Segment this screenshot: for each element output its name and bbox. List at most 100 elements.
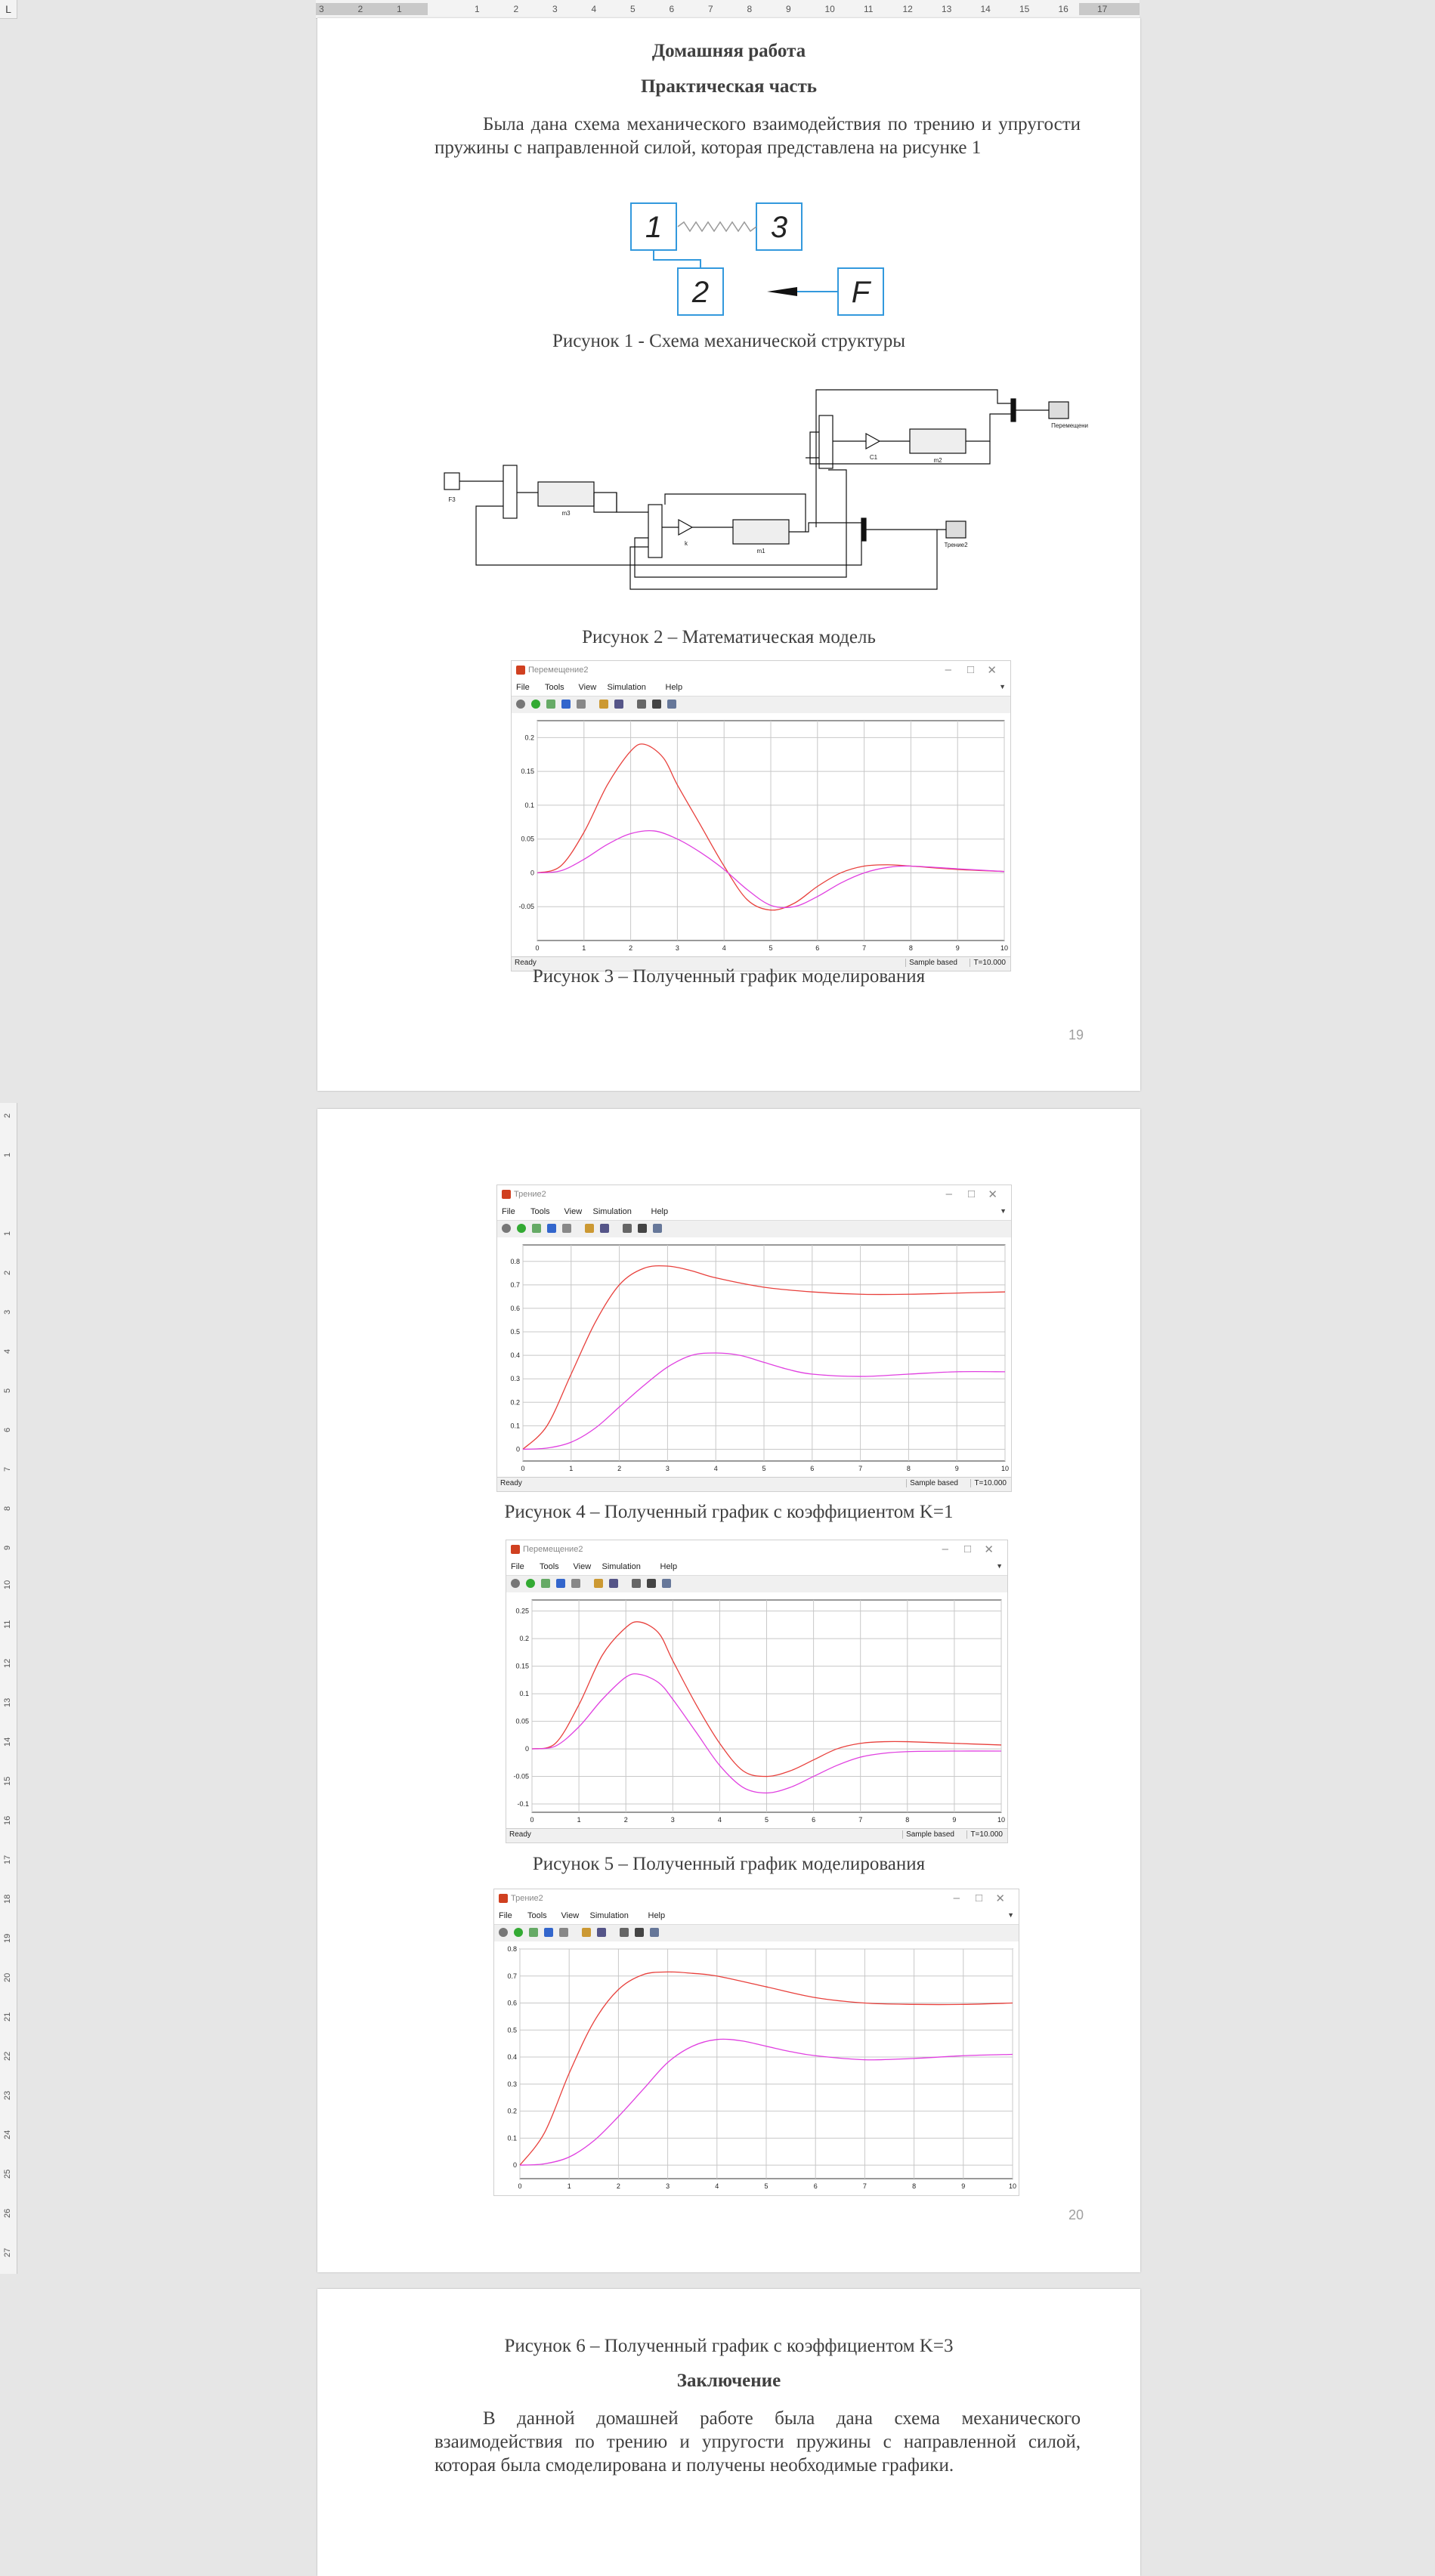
- run-icon[interactable]: [517, 1224, 526, 1233]
- fit-icon[interactable]: [632, 1579, 641, 1588]
- minimize-icon[interactable]: –: [942, 1543, 948, 1555]
- menubar-dropdown-icon[interactable]: ▼: [1000, 1207, 1007, 1215]
- fit-icon[interactable]: [623, 1224, 632, 1233]
- ruler-tick: 24: [3, 2130, 12, 2139]
- step-forward-icon[interactable]: [561, 700, 571, 709]
- highlight-icon[interactable]: [582, 1928, 591, 1937]
- step-back-icon[interactable]: [546, 700, 555, 709]
- cursor-icon[interactable]: [647, 1579, 656, 1588]
- menubar-dropdown-icon[interactable]: ▼: [996, 1562, 1003, 1570]
- menu-file[interactable]: File: [499, 1911, 512, 1920]
- vertical-ruler[interactable]: 2 1 1 2 3 4 5 6 7 8 9 10 11 12 13 14 15 16 17 18 19 20 21 22 23 2…: [0, 1103, 17, 2274]
- close-icon[interactable]: ✕: [984, 1543, 994, 1556]
- scope-toolbar: [497, 1220, 1011, 1238]
- menu-view[interactable]: View: [564, 1207, 583, 1216]
- stop-icon[interactable]: [559, 1928, 568, 1937]
- step-back-icon[interactable]: [529, 1928, 538, 1937]
- scope-plot[interactable]: 0 1 2 3 4 5 6 7 8 9 10 0 0.1 0.2 0.3 0.4 0.5 0.6 0.7 0.8: [497, 1237, 1011, 1478]
- stop-icon[interactable]: [577, 700, 586, 709]
- close-icon[interactable]: ✕: [987, 664, 997, 677]
- stop-icon[interactable]: [571, 1579, 580, 1588]
- highlight-icon[interactable]: [585, 1224, 594, 1233]
- maximize-icon[interactable]: □: [967, 1188, 975, 1200]
- scope-plot[interactable]: 0 1 2 3 4 5 6 7 8 9 10 -0.05 0 0.05 0.1 0.15 0.2: [512, 713, 1010, 957]
- style-icon[interactable]: [650, 1928, 659, 1937]
- fit-icon[interactable]: [637, 700, 646, 709]
- zoom-icon[interactable]: [597, 1928, 606, 1937]
- menu-help[interactable]: Help: [660, 1562, 678, 1571]
- menu-help[interactable]: Help: [665, 683, 683, 692]
- menu-tools[interactable]: Tools: [527, 1911, 547, 1920]
- menu-simulation[interactable]: Simulation: [602, 1562, 641, 1571]
- menu-file[interactable]: File: [502, 1207, 515, 1216]
- style-icon[interactable]: [662, 1579, 671, 1588]
- style-icon[interactable]: [653, 1224, 662, 1233]
- menu-file[interactable]: File: [511, 1562, 524, 1571]
- ruler-tick: 27: [3, 2247, 12, 2257]
- close-icon[interactable]: ✕: [995, 1892, 1005, 1905]
- x-tick-label: 4: [722, 944, 726, 952]
- minimize-icon[interactable]: –: [945, 1188, 952, 1200]
- fit-icon[interactable]: [620, 1928, 629, 1937]
- menu-view[interactable]: View: [578, 683, 597, 692]
- menu-help[interactable]: Help: [651, 1207, 669, 1216]
- menu-view[interactable]: View: [561, 1911, 580, 1920]
- zoom-icon[interactable]: [609, 1579, 618, 1588]
- highlight-icon[interactable]: [599, 700, 608, 709]
- zoom-icon[interactable]: [614, 700, 623, 709]
- menu-simulation[interactable]: Simulation: [589, 1911, 629, 1920]
- menu-file[interactable]: File: [516, 683, 530, 692]
- menubar-dropdown-icon[interactable]: ▼: [999, 683, 1006, 690]
- step-forward-icon[interactable]: [547, 1224, 556, 1233]
- horizontal-ruler[interactable]: 3 2 1 1 2 3 4 5 6 7 8 9 10 11 12 13 14 15 16 17: [316, 0, 1140, 19]
- menubar-dropdown-icon[interactable]: ▼: [1007, 1911, 1014, 1919]
- step-forward-icon[interactable]: [544, 1928, 553, 1937]
- scope-window-2[interactable]: Трение2 – □ ✕ File Tools View Simulation Help ▼ 0 1…: [496, 1185, 1012, 1492]
- cursor-icon[interactable]: [635, 1928, 644, 1937]
- minimize-icon[interactable]: –: [953, 1892, 960, 1904]
- x-tick-label: 2: [629, 944, 632, 952]
- minimize-icon[interactable]: –: [945, 663, 951, 676]
- menu-tools[interactable]: Tools: [545, 683, 564, 692]
- x-tick-label: 1: [577, 1816, 581, 1824]
- maximize-icon[interactable]: □: [966, 663, 974, 676]
- ruler-tick: 11: [3, 1620, 12, 1629]
- x-tick-label: 5: [762, 1465, 765, 1472]
- step-back-icon[interactable]: [532, 1224, 541, 1233]
- cursor-icon[interactable]: [652, 700, 661, 709]
- scope-window-4[interactable]: Трение2 – □ ✕ File Tools View Simulation Help ▼ 0 1…: [493, 1889, 1019, 2196]
- menu-tools[interactable]: Tools: [540, 1562, 559, 1571]
- settings-icon[interactable]: [502, 1224, 511, 1233]
- menu-help[interactable]: Help: [648, 1911, 666, 1920]
- scope-plot[interactable]: 0 1 2 3 4 5 6 7 8 9 10 -0.1 -0.05 0 0.05 0.1 0.15 0.2 0.25: [506, 1592, 1007, 1829]
- maximize-icon[interactable]: □: [963, 1543, 971, 1555]
- cursor-icon[interactable]: [638, 1224, 647, 1233]
- y-tick-label: 0.6: [507, 2000, 517, 2007]
- stop-icon[interactable]: [562, 1224, 571, 1233]
- step-forward-icon[interactable]: [556, 1579, 565, 1588]
- scope-window-1[interactable]: Перемещение2 – □ ✕ File Tools View Simulation He…: [511, 660, 1011, 971]
- highlight-icon[interactable]: [594, 1579, 603, 1588]
- intro-paragraph: Была дана схема механического взаимодейс…: [435, 114, 1081, 158]
- scope-menubar: File Tools View Simulation Help ▼: [494, 1909, 1019, 1924]
- ruler-corner[interactable]: L: [0, 0, 17, 19]
- menu-view[interactable]: View: [573, 1562, 592, 1571]
- menu-tools[interactable]: Tools: [530, 1207, 550, 1216]
- run-icon[interactable]: [514, 1928, 523, 1937]
- settings-icon[interactable]: [511, 1579, 520, 1588]
- menu-simulation[interactable]: Simulation: [607, 683, 646, 692]
- settings-icon[interactable]: [499, 1928, 508, 1937]
- menu-simulation[interactable]: Simulation: [592, 1207, 632, 1216]
- style-icon[interactable]: [667, 700, 676, 709]
- scope-plot[interactable]: 0 1 2 3 4 5 6 7 8 9 10 0 0.1 0.2 0.3 0.4 0.5 0.6 0.7 0.8: [494, 1941, 1019, 2195]
- close-icon[interactable]: ✕: [988, 1188, 997, 1201]
- y-tick-label: 0.7: [507, 1972, 517, 1980]
- settings-icon[interactable]: [516, 700, 525, 709]
- maximize-icon[interactable]: □: [975, 1892, 982, 1904]
- run-icon[interactable]: [531, 700, 540, 709]
- run-icon[interactable]: [526, 1579, 535, 1588]
- step-back-icon[interactable]: [541, 1579, 550, 1588]
- scope-plot-area: 0 1 2 3 4 5 6 7 8 9 10 -0.1 -0.05 0 0.05 0.1 0.15 0.2 0.25: [506, 1592, 1007, 1829]
- scope-window-3[interactable]: Перемещение2 – □ ✕ File Tools View Simulation He…: [506, 1540, 1008, 1843]
- zoom-icon[interactable]: [600, 1224, 609, 1233]
